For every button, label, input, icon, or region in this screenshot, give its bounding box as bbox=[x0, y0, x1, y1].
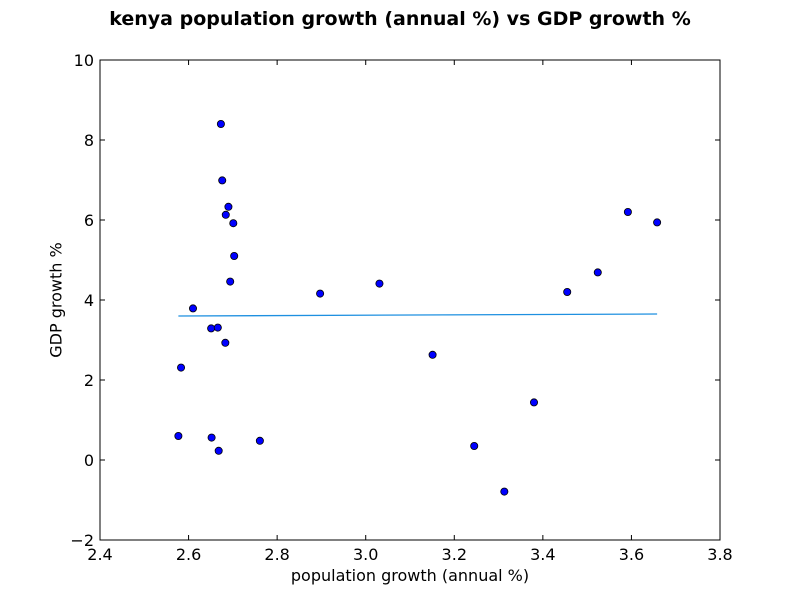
data-point bbox=[230, 251, 239, 260]
data-point bbox=[428, 350, 437, 359]
y-tick-label: 0 bbox=[84, 451, 94, 470]
data-point bbox=[216, 120, 225, 129]
data-point bbox=[229, 219, 238, 228]
data-point bbox=[188, 304, 197, 313]
data-point bbox=[563, 287, 572, 296]
x-tick-label: 2.8 bbox=[264, 545, 289, 564]
y-tick-label: 10 bbox=[74, 51, 94, 70]
x-tick-label: 2.6 bbox=[176, 545, 201, 564]
data-point bbox=[207, 433, 216, 442]
y-axis-label: GDP growth % bbox=[46, 242, 66, 358]
data-point bbox=[221, 338, 230, 347]
data-point bbox=[375, 279, 384, 288]
y-tick-label: 6 bbox=[84, 211, 94, 230]
trend-line bbox=[178, 313, 658, 317]
plot-frame bbox=[99, 59, 721, 541]
data-point bbox=[470, 441, 479, 450]
data-point bbox=[224, 202, 233, 211]
y-tick-label: −2 bbox=[70, 531, 94, 550]
data-point bbox=[593, 268, 602, 277]
data-point bbox=[653, 218, 662, 227]
y-tick-label: 4 bbox=[84, 291, 94, 310]
y-tick-label: 8 bbox=[84, 131, 94, 150]
x-tick-label: 3.2 bbox=[442, 545, 467, 564]
x-tick-label: 3.8 bbox=[707, 545, 732, 564]
data-point bbox=[221, 210, 230, 219]
chart-title: kenya population growth (annual %) vs GD… bbox=[109, 8, 691, 30]
data-point bbox=[218, 176, 227, 185]
data-point bbox=[174, 431, 183, 440]
x-axis-label: population growth (annual %) bbox=[290, 566, 530, 585]
data-point bbox=[226, 277, 235, 286]
data-point bbox=[255, 436, 264, 445]
x-tick-label: 3.6 bbox=[619, 545, 644, 564]
data-point bbox=[214, 446, 223, 455]
data-point bbox=[316, 289, 325, 298]
data-point bbox=[623, 207, 632, 216]
data-point bbox=[207, 324, 216, 333]
x-tick-label: 2.4 bbox=[87, 545, 112, 564]
x-tick-label: 3.0 bbox=[353, 545, 378, 564]
data-point bbox=[213, 323, 222, 332]
x-tick-label: 3.4 bbox=[530, 545, 555, 564]
y-tick-label: 2 bbox=[84, 371, 94, 390]
data-point bbox=[177, 363, 186, 372]
data-point bbox=[530, 398, 539, 407]
data-point bbox=[500, 487, 509, 496]
